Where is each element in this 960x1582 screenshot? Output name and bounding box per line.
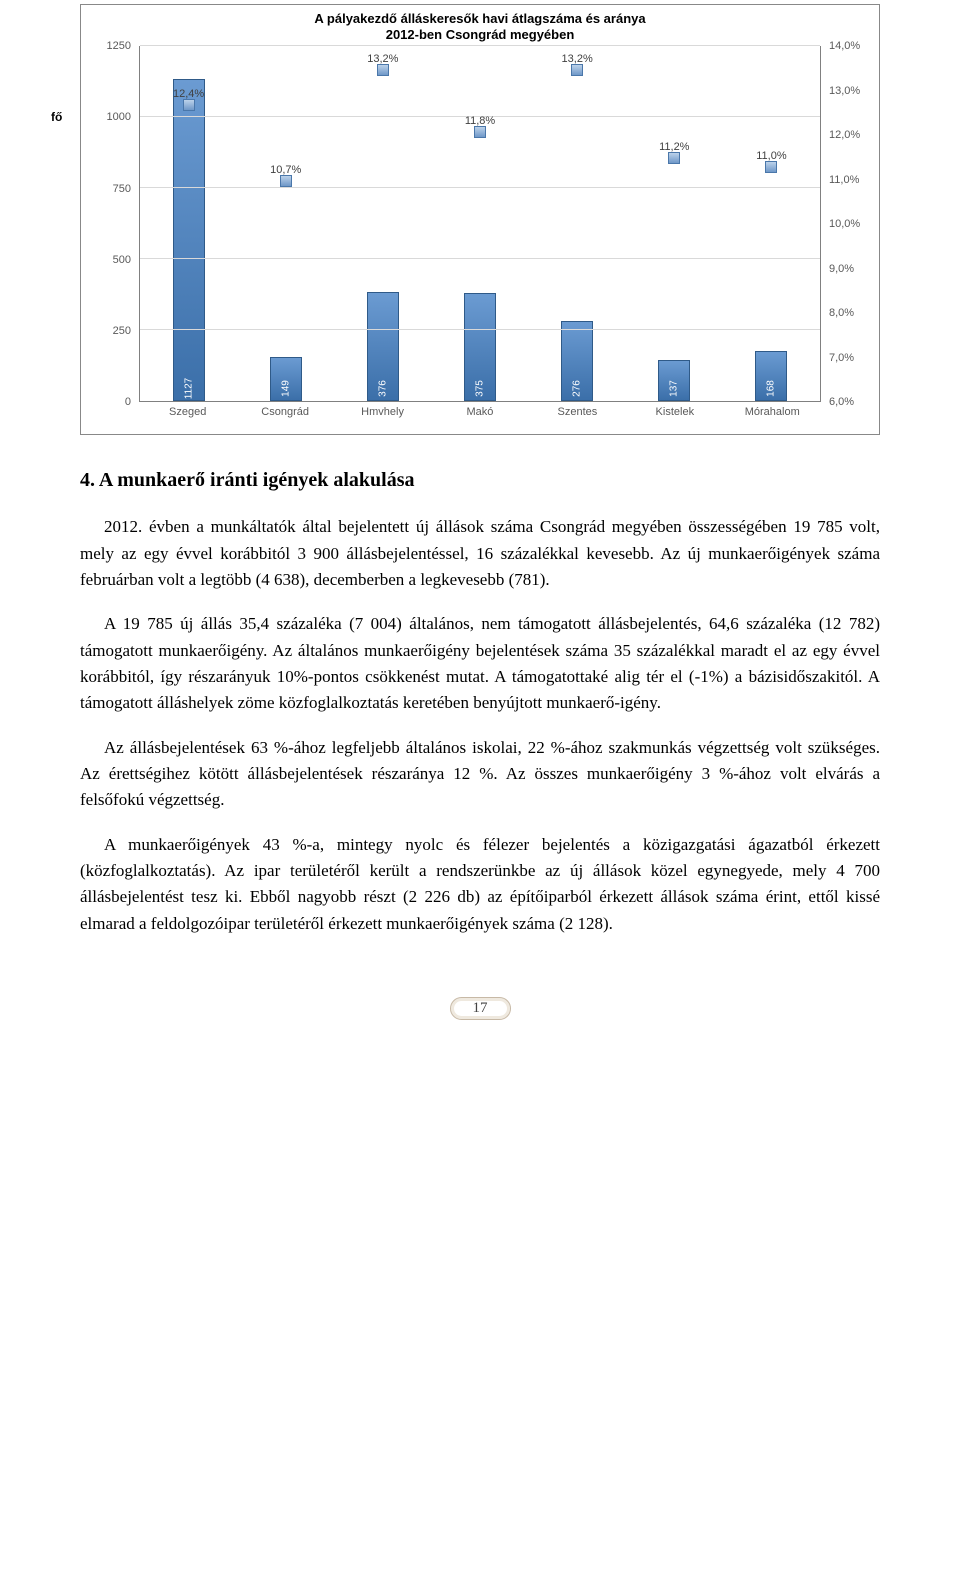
- y-right-tick: 9,0%: [829, 263, 871, 275]
- y-right-tick: 6,0%: [829, 396, 871, 408]
- page-number-container: 17: [80, 997, 880, 1020]
- paragraph-4: A munkaerőigények 43 %-a, mintegy nyolc …: [80, 832, 880, 937]
- chart-container: A pályakezdő álláskeresők havi átlagszám…: [80, 4, 880, 435]
- grid-line: [140, 45, 820, 46]
- percent-marker-label: 11,2%: [659, 142, 689, 154]
- percent-marker: [474, 126, 486, 138]
- chart-title-line1: A pályakezdő álláskeresők havi átlagszám…: [314, 11, 645, 26]
- y-left-unit: fő: [51, 110, 62, 124]
- y-right-tick: 12,0%: [829, 129, 871, 141]
- y-left-tick: 750: [89, 183, 131, 195]
- y-right-tick: 14,0%: [829, 40, 871, 52]
- bar-slot: 276: [529, 46, 626, 401]
- x-axis-label: Csongrád: [236, 402, 333, 426]
- x-axis-label: Kistelek: [626, 402, 723, 426]
- percent-marker-label: 13,2%: [367, 53, 398, 65]
- percent-marker: [765, 161, 777, 173]
- grid-line: [140, 258, 820, 259]
- bar: 137: [658, 360, 690, 401]
- bar: 375: [464, 293, 496, 402]
- bar: 168: [755, 351, 787, 401]
- page-root: A pályakezdő álláskeresők havi átlagszám…: [0, 4, 960, 1060]
- percent-marker-label: 10,7%: [270, 164, 301, 176]
- percent-marker: [280, 175, 292, 187]
- bar-value-label: 149: [280, 380, 291, 397]
- y-right-tick: 13,0%: [829, 85, 871, 97]
- percent-marker-label: 11,0%: [756, 151, 786, 163]
- x-axis-label: Makó: [431, 402, 528, 426]
- bar: 276: [561, 321, 593, 401]
- percent-marker-label: 11,8%: [465, 115, 495, 127]
- y-left-axis: 025050075010001250: [89, 46, 131, 426]
- y-right-tick: 11,0%: [829, 174, 871, 186]
- bar: 376: [367, 292, 399, 401]
- x-axis-label: Hmvhely: [334, 402, 431, 426]
- bar-value-label: 376: [377, 380, 388, 397]
- y-right-tick: 7,0%: [829, 352, 871, 364]
- bar-slot: 137: [626, 46, 723, 401]
- grid-line: [140, 329, 820, 330]
- percent-marker-label: 12,4%: [173, 88, 204, 100]
- y-right-axis: 6,0%7,0%8,0%9,0%10,0%11,0%12,0%13,0%14,0…: [829, 46, 871, 426]
- bar-value-label: 276: [572, 380, 583, 397]
- bar-value-label: 1127: [183, 378, 194, 400]
- bar-value-label: 137: [669, 380, 680, 397]
- page-number: 17: [450, 997, 511, 1020]
- percent-marker: [571, 64, 583, 76]
- paragraph-3: Az állásbejelentések 63 %-ához legfeljeb…: [80, 735, 880, 814]
- chart-body: fő 025050075010001250 6,0%7,0%8,0%9,0%10…: [89, 46, 871, 426]
- plot-area: 1127149376375276137168 12,4%10,7%13,2%11…: [139, 46, 821, 402]
- percent-marker: [377, 64, 389, 76]
- x-axis-label: Szeged: [139, 402, 236, 426]
- paragraph-1: 2012. évben a munkáltatók által bejelent…: [80, 514, 880, 593]
- y-right-tick: 10,0%: [829, 218, 871, 230]
- bar-slot: 168: [723, 46, 820, 401]
- paragraph-2: A 19 785 új állás 35,4 százaléka (7 004)…: [80, 611, 880, 716]
- bar-slot: 149: [237, 46, 334, 401]
- y-left-tick: 250: [89, 325, 131, 337]
- y-left-tick: 1000: [89, 111, 131, 123]
- x-axis-label: Mórahalom: [724, 402, 821, 426]
- bar-slot: 375: [431, 46, 528, 401]
- y-right-tick: 8,0%: [829, 307, 871, 319]
- grid-line: [140, 187, 820, 188]
- chart-title: A pályakezdő álláskeresők havi átlagszám…: [81, 5, 879, 42]
- chart-title-line2: 2012-ben Csongrád megyében: [386, 27, 575, 42]
- percent-marker: [183, 99, 195, 111]
- y-left-tick: 1250: [89, 40, 131, 52]
- x-axis-label: Szentes: [529, 402, 626, 426]
- y-left-tick: 500: [89, 254, 131, 266]
- x-axis: SzegedCsongrádHmvhelyMakóSzentesKistelek…: [139, 402, 821, 426]
- percent-marker-label: 13,2%: [562, 53, 593, 65]
- section-heading: 4. A munkaerő iránti igények alakulása: [80, 469, 880, 492]
- bar: 149: [270, 357, 302, 401]
- y-left-tick: 0: [89, 396, 131, 408]
- percent-marker: [668, 152, 680, 164]
- bar-value-label: 168: [766, 380, 777, 397]
- bar-slot: 376: [334, 46, 431, 401]
- bar-value-label: 375: [474, 380, 485, 397]
- bar: 1127: [173, 79, 205, 401]
- bar-area: 1127 149 376 375 276 137 168: [140, 46, 820, 401]
